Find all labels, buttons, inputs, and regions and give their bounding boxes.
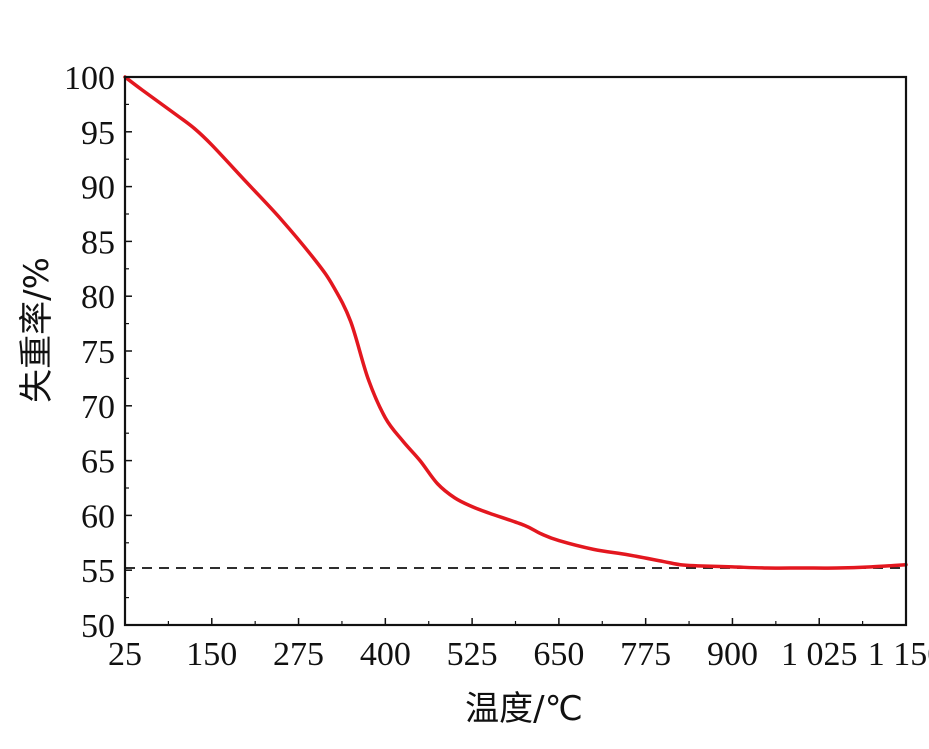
x-tick-label: 25 bbox=[108, 636, 142, 673]
plot-frame bbox=[123, 75, 908, 627]
y-axis-title: 失重率/% bbox=[17, 257, 57, 403]
x-tick-label: 775 bbox=[620, 636, 671, 673]
x-tick-label: 525 bbox=[447, 636, 498, 673]
y-tick-label: 50 bbox=[81, 608, 115, 645]
x-tick-label: 900 bbox=[707, 636, 758, 673]
x-tick-label: 650 bbox=[533, 636, 584, 673]
x-axis-title: 温度/℃ bbox=[465, 689, 583, 729]
y-tick-label: 100 bbox=[64, 60, 115, 97]
axes bbox=[124, 76, 907, 626]
y-tick-label: 70 bbox=[81, 389, 115, 426]
y-tick-label: 55 bbox=[81, 553, 115, 590]
x-tick-label: 1 150 bbox=[868, 636, 929, 673]
y-tick-label: 90 bbox=[81, 170, 115, 207]
x-tick-label: 275 bbox=[273, 636, 324, 673]
x-tick-label: 400 bbox=[360, 636, 411, 673]
y-tick-label: 75 bbox=[81, 334, 115, 371]
x-tick-label: 1 025 bbox=[781, 636, 858, 673]
x-tick-label: 150 bbox=[186, 636, 237, 673]
tick-labels-layer: 50 55 60 65 70 75 80 85 90 95 100 25 150 275 400 525 650… bbox=[64, 60, 929, 673]
weight-loss-series-line bbox=[123, 75, 908, 570]
y-tick-label: 85 bbox=[81, 224, 115, 261]
series-layer bbox=[123, 75, 908, 570]
y-tick-label: 65 bbox=[81, 444, 115, 481]
y-tick-label: 95 bbox=[81, 115, 115, 152]
y-tick-label: 80 bbox=[81, 279, 115, 316]
y-tick-label: 60 bbox=[81, 498, 115, 535]
plot-frame-layer bbox=[123, 75, 908, 627]
